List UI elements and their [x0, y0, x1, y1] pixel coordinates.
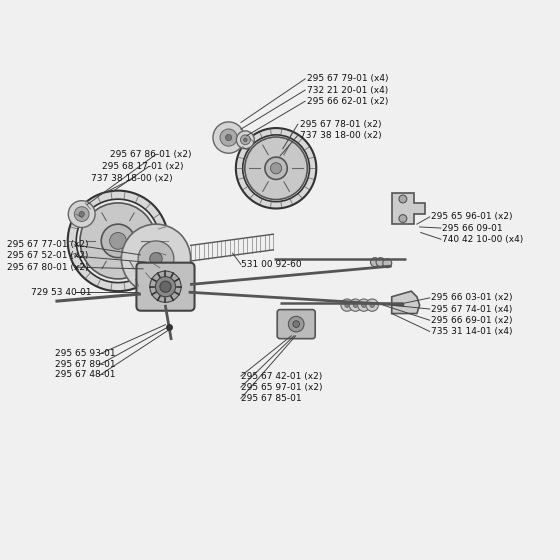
Circle shape	[160, 281, 171, 292]
Circle shape	[362, 303, 366, 307]
Text: 295 67 48-01: 295 67 48-01	[55, 371, 116, 380]
Circle shape	[245, 137, 307, 199]
Text: 740 42 10-00 (x4): 740 42 10-00 (x4)	[442, 235, 523, 244]
Circle shape	[353, 303, 358, 307]
Circle shape	[341, 299, 353, 311]
Circle shape	[76, 199, 160, 283]
Circle shape	[220, 129, 237, 146]
Circle shape	[383, 259, 392, 268]
Circle shape	[366, 299, 379, 311]
Circle shape	[399, 195, 407, 203]
Text: 295 65 97-01 (x2): 295 65 97-01 (x2)	[241, 382, 323, 392]
Circle shape	[122, 224, 190, 293]
Circle shape	[376, 258, 385, 267]
Text: 295 68 17-01 (x2): 295 68 17-01 (x2)	[102, 162, 184, 171]
Circle shape	[371, 258, 380, 267]
Text: 295 67 89-01: 295 67 89-01	[55, 360, 116, 369]
Circle shape	[349, 299, 362, 311]
Circle shape	[293, 321, 300, 328]
Text: 295 67 52-01 (x2): 295 67 52-01 (x2)	[7, 251, 89, 260]
Text: 295 67 42-01 (x2): 295 67 42-01 (x2)	[241, 372, 322, 381]
Circle shape	[68, 200, 95, 227]
Polygon shape	[392, 193, 425, 224]
Circle shape	[240, 135, 250, 144]
Circle shape	[74, 207, 89, 221]
Circle shape	[80, 203, 156, 279]
FancyBboxPatch shape	[277, 310, 315, 339]
Circle shape	[150, 253, 162, 265]
Text: 295 67 86-01 (x2): 295 67 86-01 (x2)	[110, 150, 191, 159]
Text: 295 67 78-01 (x2): 295 67 78-01 (x2)	[300, 120, 381, 129]
Text: 295 66 69-01 (x2): 295 66 69-01 (x2)	[431, 316, 512, 325]
Text: 295 67 79-01 (x4): 295 67 79-01 (x4)	[307, 74, 388, 83]
Circle shape	[242, 135, 310, 202]
Text: 737 38 18-00 (x2): 737 38 18-00 (x2)	[91, 174, 173, 183]
Circle shape	[236, 131, 254, 149]
Text: 295 67 77-01 (x2): 295 67 77-01 (x2)	[7, 240, 89, 249]
Circle shape	[150, 271, 181, 302]
Circle shape	[101, 224, 135, 258]
Circle shape	[370, 303, 375, 307]
Text: 295 67 74-01 (x4): 295 67 74-01 (x4)	[431, 305, 512, 314]
Text: 295 66 09-01: 295 66 09-01	[442, 223, 503, 232]
Text: 295 65 96-01 (x2): 295 65 96-01 (x2)	[431, 212, 512, 221]
FancyBboxPatch shape	[137, 263, 194, 311]
Circle shape	[288, 316, 304, 332]
Circle shape	[244, 138, 247, 142]
Circle shape	[68, 190, 168, 291]
Circle shape	[236, 128, 316, 208]
Circle shape	[270, 163, 282, 174]
Circle shape	[265, 157, 287, 179]
Circle shape	[138, 241, 174, 277]
Text: 295 66 03-01 (x2): 295 66 03-01 (x2)	[431, 293, 512, 302]
Text: 729 53 40-01: 729 53 40-01	[31, 288, 92, 297]
Circle shape	[213, 122, 244, 153]
Text: 295 65 93-01: 295 65 93-01	[55, 349, 116, 358]
Text: 295 66 62-01 (x2): 295 66 62-01 (x2)	[307, 97, 388, 106]
Text: 295 67 85-01: 295 67 85-01	[241, 394, 301, 403]
Text: 732 21 20-01 (x4): 732 21 20-01 (x4)	[307, 86, 388, 95]
Circle shape	[226, 134, 232, 141]
Circle shape	[345, 303, 349, 307]
Circle shape	[399, 214, 407, 222]
Polygon shape	[392, 291, 419, 314]
Text: 531 00 92-60: 531 00 92-60	[241, 260, 301, 269]
Text: 737 38 18-00 (x2): 737 38 18-00 (x2)	[300, 131, 381, 140]
Circle shape	[110, 232, 127, 249]
Text: 295 67 80-01 (x2): 295 67 80-01 (x2)	[7, 263, 89, 272]
Circle shape	[79, 212, 85, 217]
Circle shape	[358, 299, 370, 311]
Text: 735 31 14-01 (x4): 735 31 14-01 (x4)	[431, 327, 512, 336]
Circle shape	[156, 277, 175, 297]
